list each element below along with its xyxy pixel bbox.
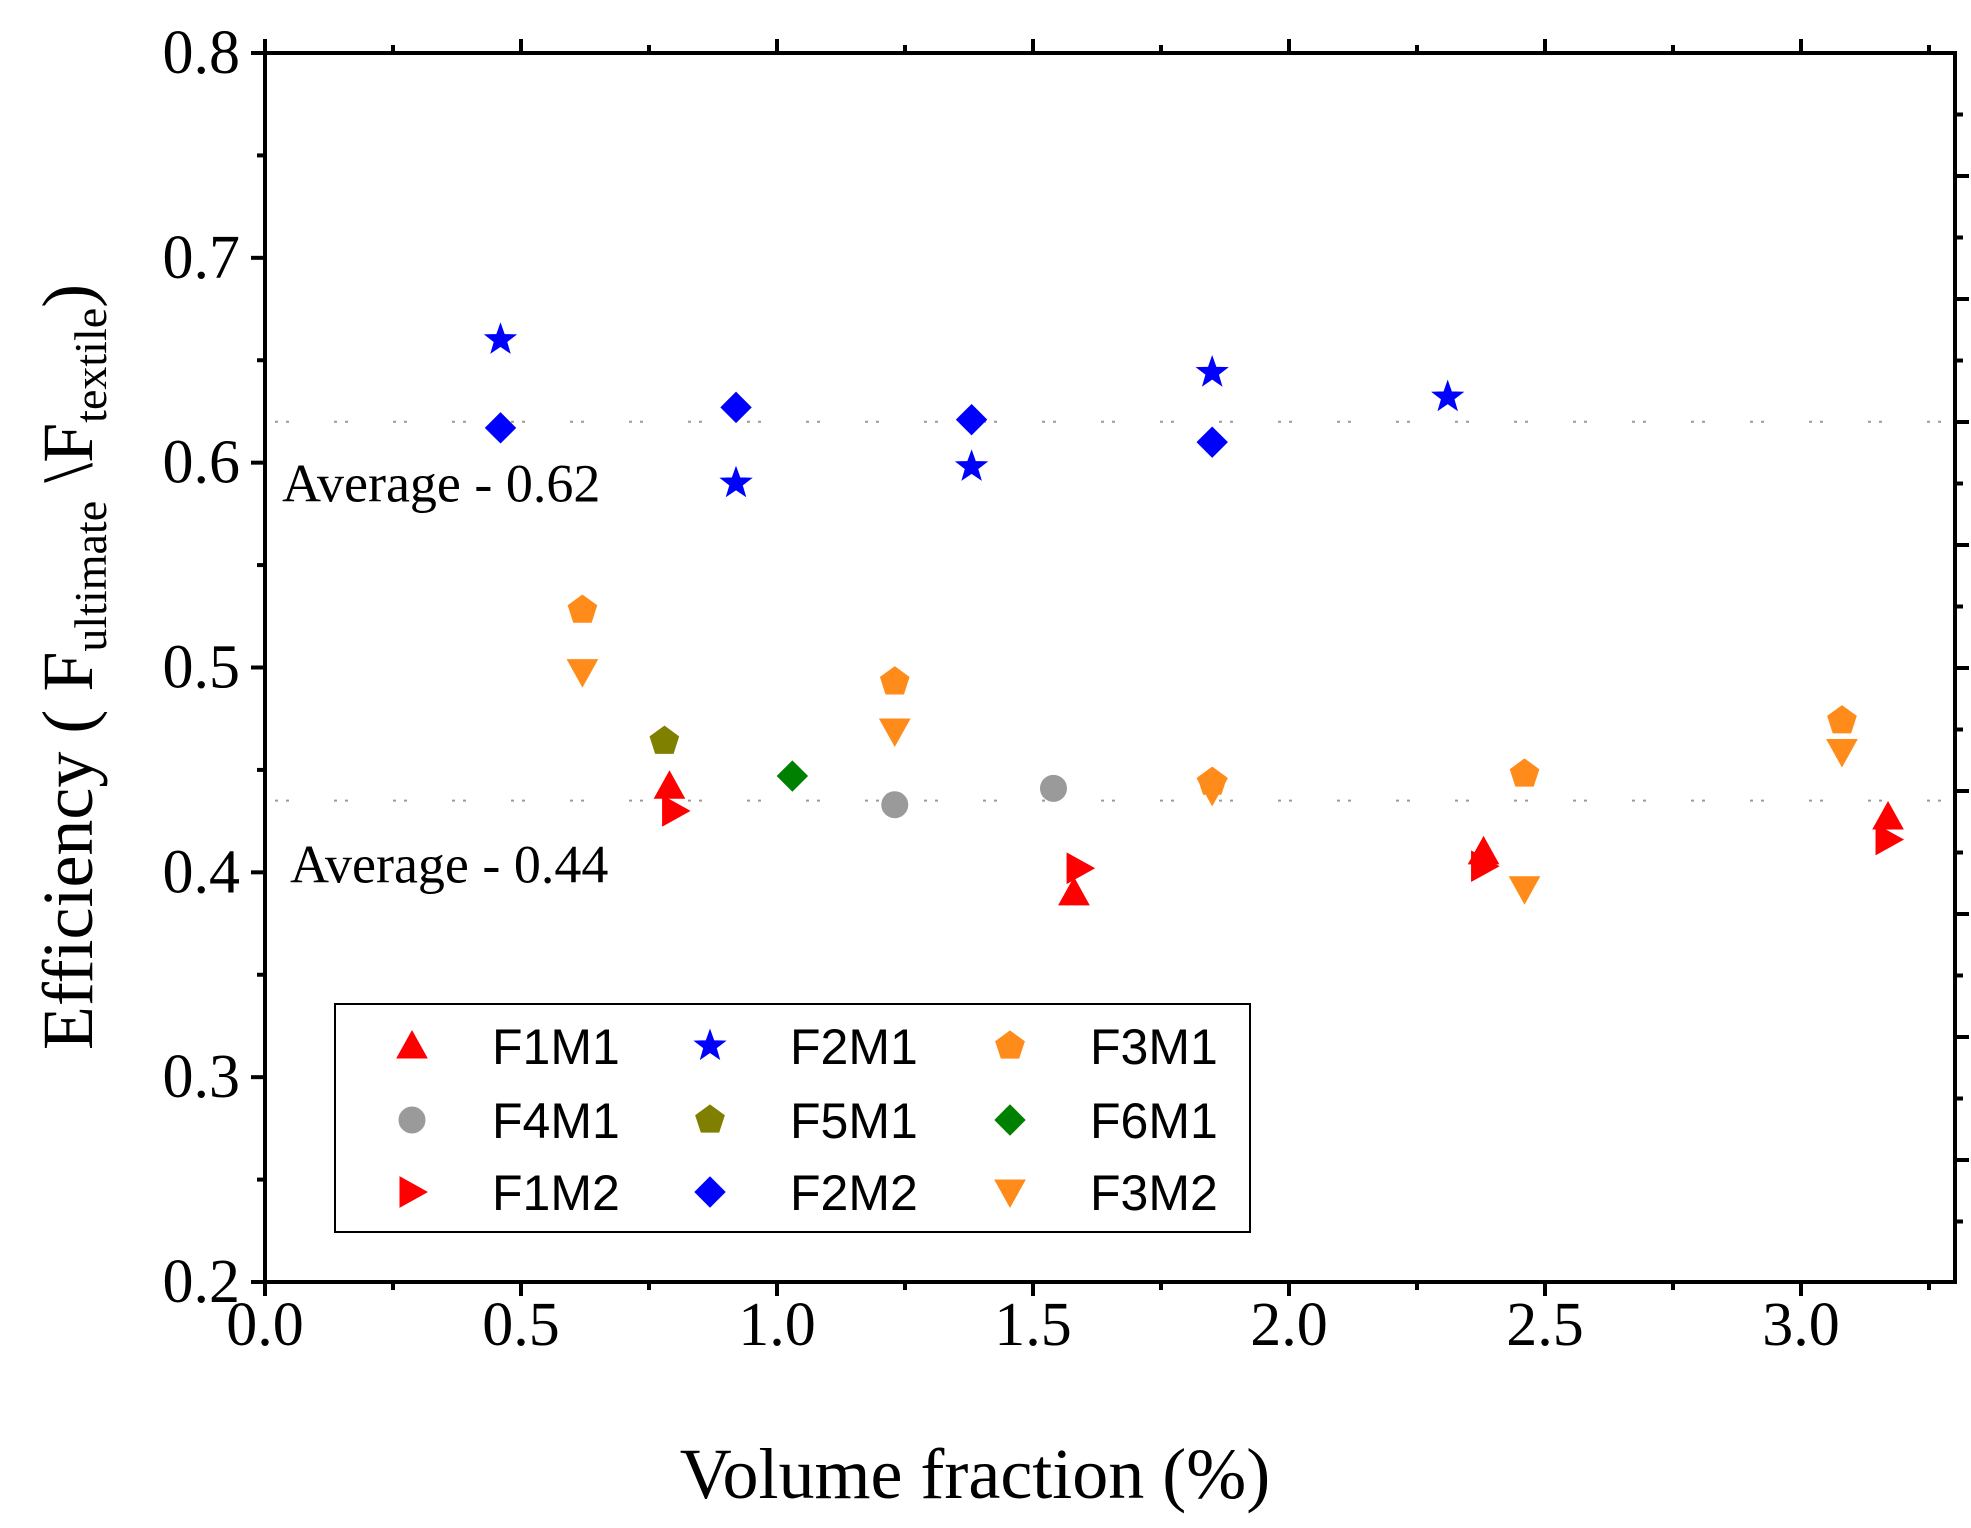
point-f4m1 <box>881 791 909 819</box>
x-tick-label: 2.5 <box>1506 1291 1584 1359</box>
legend-label-f1m1: F1M1 <box>492 1019 620 1075</box>
y-tick-label: 0.8 <box>163 19 241 87</box>
x-tick-label: 0.5 <box>482 1291 560 1359</box>
legend-label-f6m1: F6M1 <box>1090 1093 1218 1149</box>
point-f4m1 <box>1039 774 1067 802</box>
point-f3m1 <box>1509 758 1540 787</box>
point-f3m1 <box>879 666 910 695</box>
point-f3m2 <box>1826 738 1858 768</box>
average-annotations: Average - 0.62 Average - 0.44 <box>282 454 608 895</box>
point-f1m2 <box>1875 823 1905 856</box>
point-f1m2 <box>1066 852 1096 885</box>
y-tick-label: 0.4 <box>163 838 241 906</box>
legend-marker-f2m1 <box>693 1028 727 1061</box>
legend-marker-f2m2 <box>694 1176 726 1208</box>
y-title-sub-ultimate: ultimate <box>65 501 116 652</box>
y-title-suffix: ) <box>28 284 108 308</box>
point-f3m1 <box>1827 705 1857 734</box>
point-f6m1 <box>776 760 809 792</box>
legend-items: F1M1 F2M1 F3M1 F4M1 F5M1 F6M1 F1M2 F2M2 F3M2 <box>396 1019 1218 1221</box>
point-f2m1 <box>1195 354 1229 387</box>
point-f1m2 <box>1471 850 1500 883</box>
legend-marker-f3m2 <box>994 1179 1026 1209</box>
point-f3m2 <box>1508 876 1541 905</box>
legend-label-f3m1: F3M1 <box>1090 1019 1218 1075</box>
y-tick-label: 0.6 <box>163 429 241 497</box>
legend-label-f2m2: F2M2 <box>790 1165 918 1221</box>
y-tick-label: 0.7 <box>163 224 241 292</box>
legend-label-f2m1: F2M1 <box>790 1019 918 1075</box>
point-f1m1 <box>1058 876 1090 906</box>
y-title-prefix: Efficiency ( F <box>28 652 108 1051</box>
legend-marker-f3m1 <box>995 1030 1025 1059</box>
point-f2m1 <box>1431 379 1465 412</box>
point-f1m2 <box>662 795 691 827</box>
y-tick-label: 0.5 <box>163 634 241 702</box>
x-tick-label: 0.0 <box>226 1291 304 1359</box>
legend-label-f3m2: F3M2 <box>1090 1165 1218 1221</box>
point-f2m2 <box>955 403 988 436</box>
x-tick-label: 2.0 <box>1250 1291 1328 1359</box>
tick-labels: 0.0 0.5 1.0 1.5 2.0 2.5 3.0 0.2 0.3 0.4 0.5 0.6 0.7 0… <box>163 19 1840 1359</box>
x-tick-label: 1.5 <box>994 1291 1072 1359</box>
point-f3m2 <box>878 718 911 748</box>
point-f2m2 <box>1196 426 1228 458</box>
x-tick-label: 1.0 <box>738 1291 816 1359</box>
point-f2m2 <box>720 391 752 424</box>
legend-marker-f4m1 <box>398 1106 426 1134</box>
point-f3m2 <box>566 659 599 688</box>
average-label: Average - 0.44 <box>290 835 608 895</box>
x-tick-label: 3.0 <box>1762 1291 1840 1359</box>
data-points <box>483 322 1905 906</box>
x-axis-title: Volume fraction (%) <box>680 1434 1270 1514</box>
point-f2m1 <box>954 449 989 481</box>
legend-marker-f1m2 <box>399 1176 429 1208</box>
point-f1m1 <box>653 770 686 799</box>
y-tick-label: 0.2 <box>163 1248 241 1316</box>
average-label: Average - 0.62 <box>282 454 600 514</box>
legend: F1M1 F2M1 F3M1 F4M1 F5M1 F6M1 F1M2 F2M2 F3M2 <box>334 1003 1251 1233</box>
point-f5m1 <box>649 725 680 754</box>
y-title-mid: \F <box>28 423 108 501</box>
legend-marker-f5m1 <box>695 1104 725 1133</box>
point-f2m1 <box>719 465 753 498</box>
legend-label-f5m1: F5M1 <box>790 1093 918 1149</box>
legend-marker-f1m1 <box>396 1029 428 1059</box>
legend-marker-f6m1 <box>994 1104 1026 1136</box>
y-title-sub-textile: textile <box>65 308 116 423</box>
legend-box <box>334 1003 1251 1233</box>
point-f3m2 <box>1196 777 1229 807</box>
y-axis-title: Efficiency ( Fultimate \Ftextile) <box>28 284 116 1050</box>
point-f3m1 <box>567 594 598 623</box>
point-f2m2 <box>484 412 517 444</box>
y-tick-label: 0.3 <box>163 1043 241 1111</box>
legend-label-f4m1: F4M1 <box>492 1093 620 1149</box>
legend-label-f1m2: F1M2 <box>492 1165 620 1221</box>
point-f1m1 <box>1872 800 1904 830</box>
point-f2m1 <box>483 322 518 354</box>
plot-frame <box>263 51 1957 1284</box>
